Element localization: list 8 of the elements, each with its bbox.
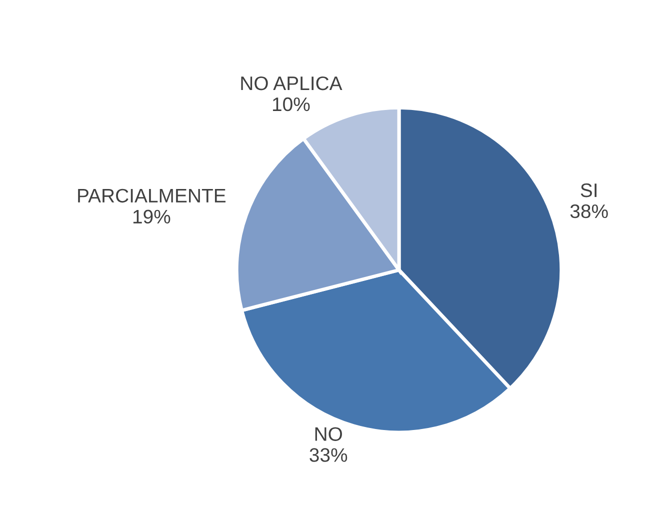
- data-label: 38%: [570, 204, 608, 218]
- slice-label: NO APLICA: [241, 76, 342, 90]
- slice-label: NO: [315, 427, 342, 441]
- data-label: 33%: [310, 448, 348, 462]
- slice-label: PARCIALMENTE: [78, 188, 226, 203]
- data-label: 10%: [272, 97, 310, 112]
- slice-label: SI: [580, 183, 596, 198]
- data-label: 19%: [133, 210, 170, 224]
